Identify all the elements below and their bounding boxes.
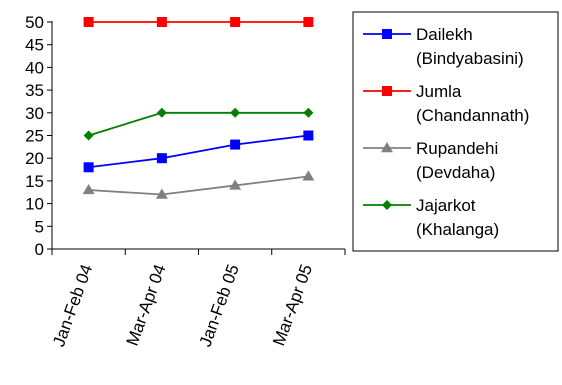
- legend-label-jajarkot-line1: Jajarkot: [416, 196, 476, 215]
- y-tick-label: 45: [25, 36, 44, 55]
- legend-box: [352, 11, 559, 252]
- data-point-jajarkot: [230, 107, 241, 118]
- y-tick-label: 10: [25, 195, 44, 214]
- legend-label-jajarkot-line2: (Khalanga): [416, 220, 499, 239]
- data-point-dailekh: [230, 139, 241, 150]
- data-point-jumla: [303, 17, 314, 27]
- legend-label-jumla-line1: Jumla: [416, 82, 462, 101]
- legend: Dailekh (Bindyabasini) Jumla (Chandannath) R…: [352, 11, 559, 252]
- x-tick-label: Mar-Apr 04: [123, 262, 170, 348]
- y-tick-label: 35: [25, 81, 44, 100]
- series-group: [82, 17, 315, 199]
- legend-swatch-marker-rupandehi: [381, 142, 393, 153]
- data-point-dailekh: [83, 162, 94, 173]
- x-tick-label: Mar-Apr 05: [269, 262, 316, 348]
- legend-swatch-marker-dailekh: [382, 29, 392, 39]
- legend-entry-jajarkot: Jajarkot (Khalanga): [363, 196, 499, 239]
- y-tick-label: 5: [35, 217, 44, 236]
- y-tick-label: 15: [25, 172, 44, 191]
- data-point-rupandehi: [302, 170, 315, 181]
- data-point-rupandehi: [229, 179, 242, 190]
- data-point-jajarkot: [156, 107, 167, 118]
- series-dailekh: [83, 130, 314, 173]
- data-point-jumla: [156, 17, 167, 27]
- y-tick-label: 0: [35, 240, 44, 259]
- x-tick-label: Jan-Feb 05: [196, 262, 243, 349]
- data-point-jumla: [230, 17, 241, 27]
- series-line-jajarkot: [88, 111, 309, 137]
- legend-swatch-marker-jajarkot: [382, 200, 392, 210]
- y-tick-label: 40: [25, 58, 44, 77]
- data-point-jajarkot: [83, 130, 94, 141]
- series-jumla: [83, 17, 314, 27]
- legend-label-rupandehi-line1: Rupandehi: [416, 139, 498, 158]
- legend-label-jumla-line2: (Chandannath): [416, 106, 529, 125]
- series-jajarkot: [83, 107, 314, 141]
- legend-entry-jumla: Jumla (Chandannath): [363, 82, 529, 125]
- data-point-rupandehi: [155, 188, 168, 199]
- axes: [51, 21, 345, 250]
- series-line-rupandehi: [88, 175, 309, 196]
- data-point-dailekh: [303, 130, 314, 141]
- legend-swatch-marker-jumla: [382, 86, 392, 96]
- y-tick-label: 25: [25, 127, 44, 146]
- y-tick-label: 30: [25, 104, 44, 123]
- x-axis-ticks: Jan-Feb 04 Mar-Apr 04 Jan-Feb 05 Mar-Apr 05: [49, 249, 346, 349]
- legend-entry-rupandehi: Rupandehi (Devdaha): [363, 139, 498, 182]
- series-rupandehi: [82, 170, 315, 199]
- x-tick-label: Jan-Feb 04: [49, 262, 96, 349]
- y-tick-label: 20: [25, 149, 44, 168]
- series-line-dailekh: [88, 134, 309, 169]
- legend-label-rupandehi-line2: (Devdaha): [416, 163, 495, 182]
- legend-entry-dailekh: Dailekh (Bindyabasini): [363, 25, 524, 68]
- y-tick-label: 50: [25, 13, 44, 32]
- data-point-dailekh: [156, 153, 167, 164]
- y-axis-ticks: 0 5 10 15 20 25 30 35 40 45 50: [25, 13, 52, 259]
- legend-label-dailekh-line1: Dailekh: [416, 25, 473, 44]
- data-point-jumla: [83, 17, 94, 27]
- data-point-rupandehi: [82, 183, 95, 195]
- data-point-jajarkot: [303, 107, 314, 118]
- legend-label-dailekh-line2: (Bindyabasini): [416, 49, 524, 68]
